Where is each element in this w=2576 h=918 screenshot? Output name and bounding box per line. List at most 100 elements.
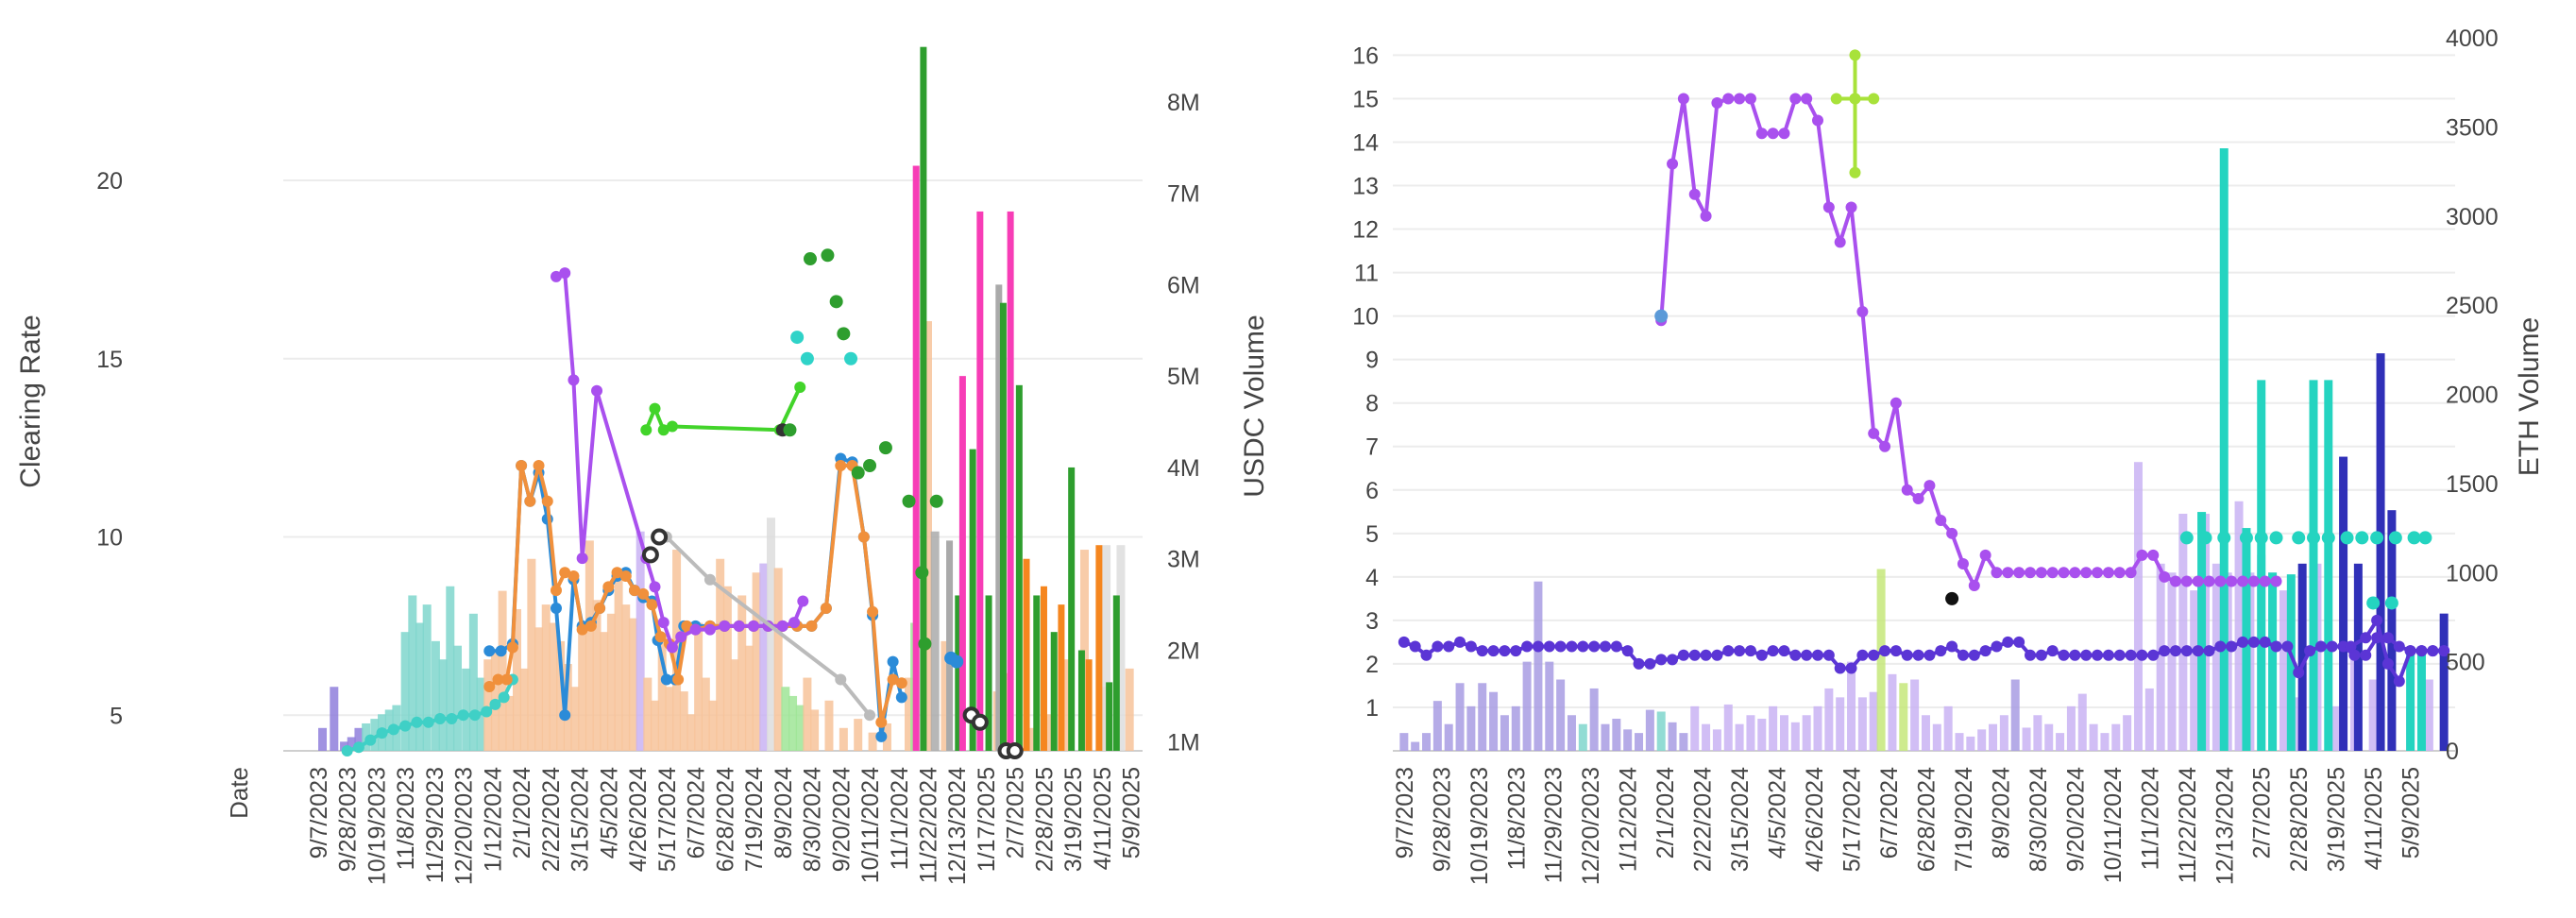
- series-point-teal: [352, 741, 364, 754]
- series-point-indigo: [2259, 636, 2271, 648]
- volume-bar: [686, 714, 696, 751]
- volume-bar: [1668, 722, 1677, 751]
- overlay-volume-bar: [1033, 595, 1041, 751]
- overlay-volume-bar: [958, 376, 966, 751]
- volume-bar: [1943, 706, 1953, 751]
- volume-bar: [318, 727, 328, 751]
- series-point-orange: [594, 603, 606, 614]
- marker: [2355, 531, 2369, 545]
- series-point-violet: [1667, 158, 1679, 170]
- y2-tick-label: 3500: [2446, 114, 2499, 141]
- series-point-indigo: [2136, 649, 2148, 661]
- series-point-indigo: [1734, 645, 1746, 657]
- series-point-lightgreen: [794, 381, 806, 393]
- volume-bar: [651, 700, 660, 751]
- series-point-indigo: [2092, 649, 2104, 661]
- right-rate-lines: [1398, 49, 2450, 688]
- volume-bar: [2089, 723, 2098, 751]
- x-tick-label: 9/20/2024: [2062, 767, 2089, 872]
- series-point-teal: [468, 709, 481, 722]
- left-y2-tick-labels: 1M 2M 3M 4M 5M 6M 7M 8M: [1167, 90, 1200, 756]
- volume-bar: [1522, 661, 1532, 751]
- volume-bar: [1635, 733, 1644, 751]
- series-point-indigo: [1499, 645, 1511, 657]
- x-tick-label: 2/1/2024: [509, 767, 535, 858]
- series-point-orange: [576, 623, 588, 636]
- series-point-purple: [675, 631, 687, 643]
- series-point-purple: [576, 552, 588, 565]
- volume-bar: [2144, 688, 2154, 751]
- series-point-teal: [481, 706, 493, 718]
- volume-bar: [2044, 723, 2054, 751]
- series-point-purple: [550, 270, 562, 282]
- series-point-indigo: [2237, 636, 2248, 648]
- series-point-indigo: [1521, 640, 1534, 653]
- overlay-volume-bar: [1106, 682, 1113, 751]
- marker: [2321, 531, 2335, 545]
- volume-bar: [606, 613, 616, 751]
- series-point-orange: [483, 681, 496, 693]
- volume-bar: [722, 586, 732, 751]
- series-point-indigo: [2381, 632, 2394, 644]
- series-point-indigo: [1879, 645, 1891, 657]
- series-point-teal: [376, 727, 388, 740]
- volume-bar: [2077, 693, 2087, 751]
- overlay-volume-bar: [955, 595, 962, 751]
- series-point-violet: [1845, 201, 1857, 213]
- overlay-volume-bar: [1007, 211, 1014, 751]
- series-point-lightgreen: [666, 420, 678, 433]
- volume-bar: [803, 677, 812, 751]
- series-point-blue: [559, 709, 571, 722]
- series-point-indigo: [1946, 640, 1958, 653]
- volume-bar: [628, 618, 637, 751]
- series-point-lightgreen: [657, 424, 669, 436]
- overlay-volume-bar: [1015, 384, 1023, 751]
- volume-bar: [556, 640, 566, 751]
- volume-bar: [549, 622, 558, 751]
- volume-bar: [2167, 572, 2177, 751]
- series-line-grey: [665, 536, 872, 717]
- series-point-violet: [1812, 114, 1823, 127]
- marker: [878, 441, 892, 455]
- y-tick-label: 10: [1352, 304, 1379, 331]
- series-point-violet: [1734, 93, 1746, 105]
- overlay-volume-bar: [2339, 456, 2348, 751]
- volume-bar: [1645, 709, 1654, 751]
- series-point-violet: [1957, 558, 1969, 570]
- volume-bar: [415, 622, 424, 751]
- y-tick-label: 8: [1365, 391, 1379, 417]
- marker: [783, 423, 797, 437]
- marker: [902, 494, 916, 508]
- x-tick-label: 1/12/2024: [1616, 767, 1642, 872]
- marker: [2179, 531, 2194, 545]
- series-point-violet: [2180, 575, 2193, 587]
- left-y-tick-labels: 5 10 15 20: [96, 168, 123, 729]
- series-point-violet: [1822, 201, 1835, 213]
- volume-bar: [882, 722, 891, 751]
- volume-bar: [1601, 723, 1610, 751]
- volume-bar: [2100, 733, 2110, 751]
- series-point-purple: [788, 617, 801, 629]
- series-point-blue: [550, 603, 562, 614]
- series-point-violet: [1778, 128, 1790, 140]
- series-point-purple: [657, 617, 669, 629]
- x-tick-label: 4/11/2025: [2361, 767, 2387, 870]
- x-tick-label: 5/9/2025: [2398, 767, 2425, 858]
- series-point-violet: [2259, 575, 2271, 587]
- x-tick-label: 1/12/2024: [480, 767, 506, 872]
- volume-bar: [1578, 723, 1587, 751]
- volume-bar: [422, 604, 432, 751]
- series-point-violet: [1924, 480, 1936, 492]
- volume-bar: [730, 659, 739, 751]
- volume-bar: [1556, 679, 1566, 751]
- overlay-volume-bar: [976, 211, 984, 751]
- series-point-purple: [568, 374, 580, 386]
- series-point-orange: [805, 620, 818, 632]
- series-point-orange: [541, 495, 553, 507]
- series-point-indigo2: [2393, 675, 2405, 688]
- volume-bar: [781, 687, 790, 751]
- series-point-indigo: [2293, 667, 2305, 679]
- overlay-volume-bar: [985, 595, 992, 751]
- volume-bar: [1589, 688, 1599, 751]
- x-tick-label: 11/1/2024: [887, 767, 913, 870]
